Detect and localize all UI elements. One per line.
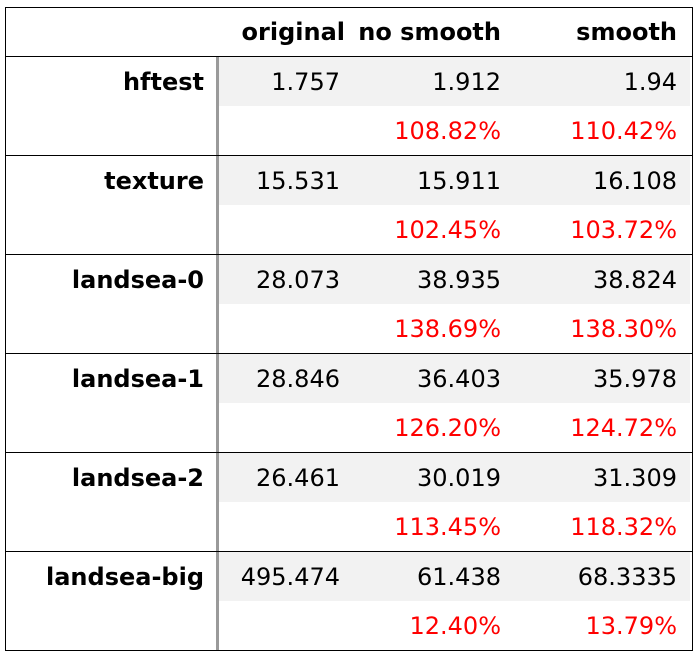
no-smooth-value: 38.935 [346,255,512,304]
table-row-group: landsea-2 26.461 30.019 31.309 113.45% 118.32… [6,453,692,552]
no-smooth-percentage: 12.40% [409,611,501,640]
table-row-group: landsea-big 495.474 61.438 68.3335 12.40% 13.… [6,552,692,651]
row-label-spacer [6,403,216,452]
row-label-spacer [6,205,216,254]
row-label-spacer [6,304,216,353]
table-body: hftest 1.757 1.912 1.94 108.82% 110.42% textur… [6,57,692,651]
original-percentage-empty [216,304,346,353]
smooth-percentage: 13.79% [585,611,677,640]
percentage-row: 138.69% 138.30% [6,304,692,353]
percentage-row: 126.20% 124.72% [6,403,692,452]
table-row-group: landsea-0 28.073 38.935 38.824 138.69% 138.30… [6,255,692,354]
row-label-spacer [6,502,216,551]
smooth-percentage: 118.32% [570,512,677,541]
row-label-spacer [6,601,216,650]
original-value: 15.531 [216,156,346,205]
original-value: 1.757 [216,57,346,106]
original-value: 28.846 [216,354,346,403]
percentage-row: 102.45% 103.72% [6,205,692,254]
no-smooth-value: 15.911 [346,156,512,205]
original-percentage-empty [216,205,346,254]
percentage-row: 113.45% 118.32% [6,502,692,551]
row-label: landsea-2 [71,463,204,492]
table-row: texture 15.531 15.911 16.108 [6,156,692,205]
header-smooth: smooth [576,18,677,46]
no-smooth-percentage: 108.82% [394,116,501,145]
table-row: landsea-1 28.846 36.403 35.978 [6,354,692,403]
header-no-smooth: no smooth [358,18,501,46]
table-row-group: texture 15.531 15.911 16.108 102.45% 103.72% [6,156,692,255]
table-row-group: hftest 1.757 1.912 1.94 108.82% 110.42% [6,57,692,156]
smooth-value: 1.94 [512,57,690,106]
row-label: texture [104,166,204,195]
original-percentage-empty [216,502,346,551]
table-header-row: original no smooth smooth [6,8,692,57]
smooth-value: 16.108 [512,156,690,205]
table-row-group: landsea-1 28.846 36.403 35.978 126.20% 124.72… [6,354,692,453]
row-label: hftest [122,67,204,96]
smooth-percentage: 138.30% [570,314,677,343]
table-row: landsea-0 28.073 38.935 38.824 [6,255,692,304]
results-table: original no smooth smooth hftest 1.757 1.9… [5,7,693,651]
percentage-row: 12.40% 13.79% [6,601,692,650]
original-percentage-empty [216,403,346,452]
smooth-value: 68.3335 [512,552,690,601]
header-corner-cell [6,8,216,56]
no-smooth-value: 61.438 [346,552,512,601]
no-smooth-percentage: 113.45% [394,512,501,541]
smooth-value: 38.824 [512,255,690,304]
no-smooth-value: 36.403 [346,354,512,403]
original-value: 26.461 [216,453,346,502]
table-row: hftest 1.757 1.912 1.94 [6,57,692,106]
smooth-value: 31.309 [512,453,690,502]
row-label: landsea-1 [71,364,204,393]
no-smooth-value: 1.912 [346,57,512,106]
no-smooth-value: 30.019 [346,453,512,502]
smooth-percentage: 110.42% [570,116,677,145]
original-percentage-empty [216,106,346,155]
row-label: landsea-0 [71,265,204,294]
row-label: landsea-big [46,562,204,591]
smooth-percentage: 124.72% [570,413,677,442]
header-original: original [241,18,345,46]
table-row: landsea-big 495.474 61.438 68.3335 [6,552,692,601]
smooth-percentage: 103.72% [570,215,677,244]
table-row: landsea-2 26.461 30.019 31.309 [6,453,692,502]
no-smooth-percentage: 126.20% [394,413,501,442]
row-label-spacer [6,106,216,155]
smooth-value: 35.978 [512,354,690,403]
original-percentage-empty [216,601,346,650]
no-smooth-percentage: 102.45% [394,215,501,244]
original-value: 495.474 [216,552,346,601]
percentage-row: 108.82% 110.42% [6,106,692,155]
no-smooth-percentage: 138.69% [394,314,501,343]
original-value: 28.073 [216,255,346,304]
